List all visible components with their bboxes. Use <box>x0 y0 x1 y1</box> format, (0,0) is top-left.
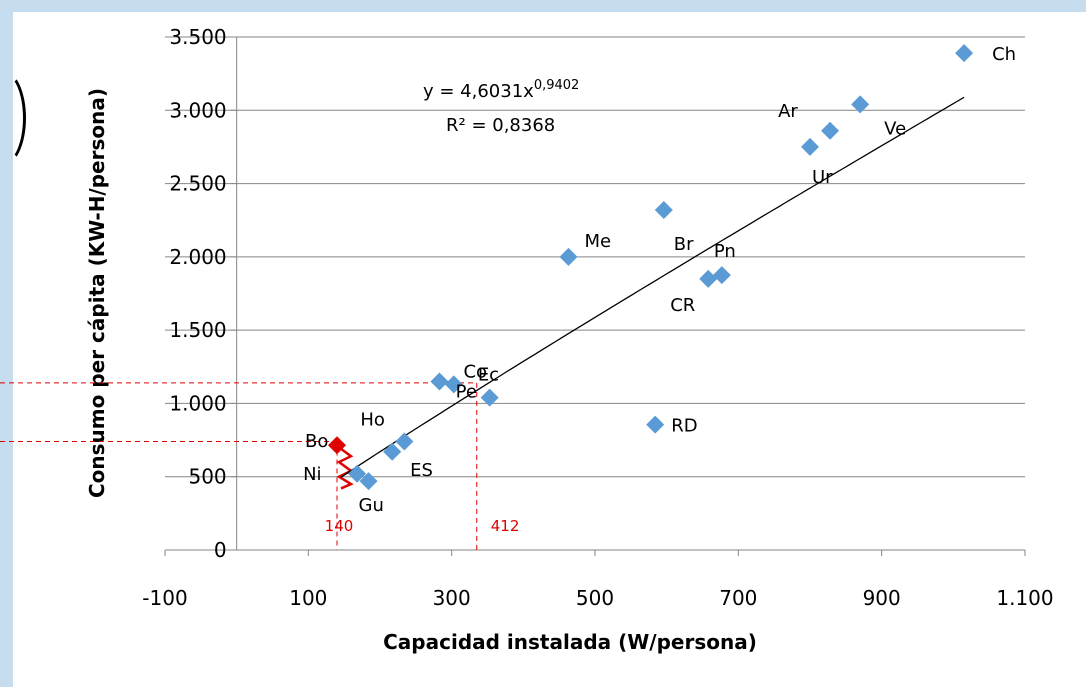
point-label-ES: ES <box>410 460 433 481</box>
point-label-Ni: Ni <box>303 464 321 485</box>
y-tick-label-3: 1.500 <box>169 318 226 342</box>
point-Bo <box>328 436 346 455</box>
point-label-Ur: Ur <box>812 167 833 188</box>
point-Ar <box>821 121 840 140</box>
x-tick-label-6: 1.100 <box>996 586 1053 610</box>
point-Ni <box>348 464 367 483</box>
x-tick-label-2: 300 <box>433 586 471 610</box>
ref-label-1: 412 <box>491 517 520 535</box>
y-tick-label-6: 3.000 <box>169 98 226 122</box>
point-Pe <box>480 388 499 407</box>
trend-equation: y = 4,6031x0,9402 <box>423 78 579 102</box>
x-tick-label-4: 700 <box>719 586 757 610</box>
point-Ve <box>851 95 870 114</box>
point-label-Br: Br <box>674 234 694 255</box>
x-axis-title: Capacidad instalada (W/persona) <box>383 630 757 654</box>
red-zigzag <box>336 446 354 490</box>
point-Co <box>430 372 449 391</box>
y-tick-label-1: 500 <box>188 465 226 489</box>
trend-equation-exponent: 0,9402 <box>534 78 580 93</box>
trend-r-squared: R² = 0,8368 <box>446 115 555 136</box>
point-ES <box>383 442 402 461</box>
x-tick-label-1: 100 <box>289 586 327 610</box>
point-label-Pe: Pe <box>456 382 477 403</box>
point-Br <box>654 200 673 219</box>
point-Me <box>559 247 578 266</box>
chart-frame <box>13 12 1086 687</box>
x-tick-label-3: 500 <box>576 586 614 610</box>
point-label-Pn: Pn <box>714 241 736 262</box>
trendline <box>340 96 965 478</box>
y-tick-label-0: 0 <box>214 538 227 562</box>
y-tick-label-5: 2.500 <box>169 172 226 196</box>
point-label-Gu: Gu <box>359 495 384 516</box>
point-label-CR: CR <box>670 295 695 316</box>
point-label-Bo: Bo <box>305 431 328 452</box>
point-label-RD: RD <box>671 416 697 437</box>
y-tick-label-2: 1.000 <box>169 391 226 415</box>
point-label-Co: Co <box>463 361 487 382</box>
point-label-Ve: Ve <box>884 118 906 139</box>
point-Ec <box>444 375 463 394</box>
point-label-Ar: Ar <box>778 101 798 122</box>
y-axis-title: Consumo per cápita (KW-H/persona) <box>85 88 109 498</box>
y-tick-label-4: 2.000 <box>169 245 226 269</box>
ref-label-0: 140 <box>325 517 354 535</box>
point-Ch <box>955 44 974 63</box>
point-CR <box>699 269 718 288</box>
y-tick-label-7: 3.500 <box>169 25 226 49</box>
point-label-Me: Me <box>584 231 611 252</box>
point-label-Ec: Ec <box>478 364 499 385</box>
point-Ho <box>395 432 414 451</box>
partial-shape <box>0 70 26 166</box>
point-label-Ho: Ho <box>360 410 385 431</box>
point-Pn <box>712 266 731 285</box>
point-Gu <box>359 472 378 491</box>
point-RD <box>646 415 665 434</box>
x-tick-label-5: 900 <box>863 586 901 610</box>
point-Ur <box>801 137 819 156</box>
x-tick-label-0: -100 <box>142 586 187 610</box>
point-label-Ch: Ch <box>992 44 1016 65</box>
